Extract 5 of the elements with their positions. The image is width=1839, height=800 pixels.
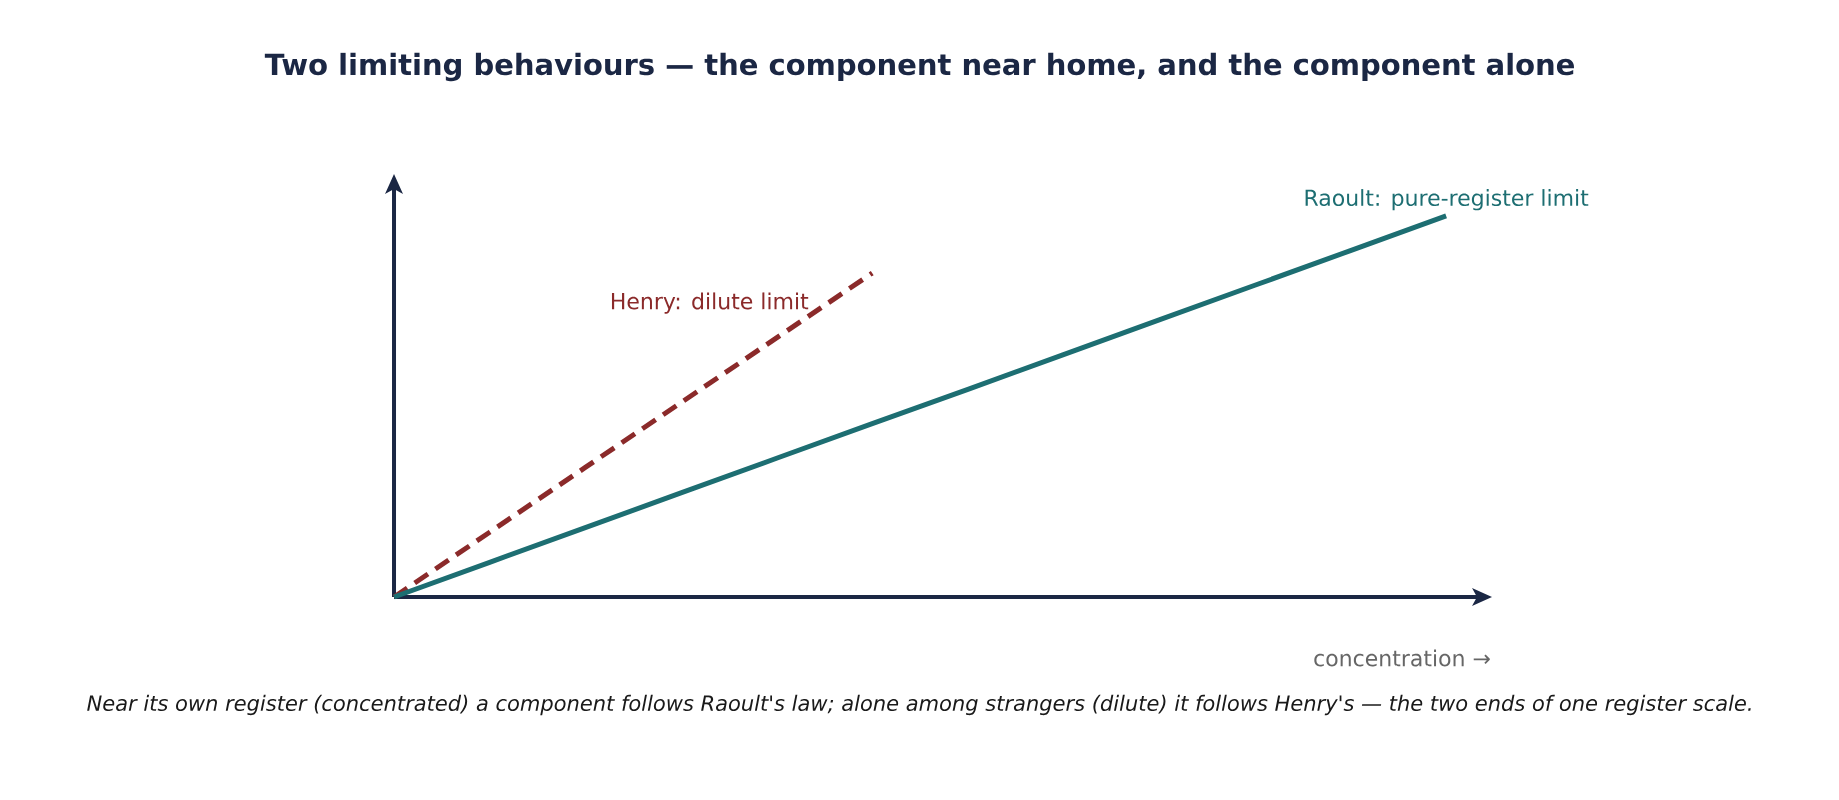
text: Near its own register (concentrated) a component follows Raoult's law; alone among strangers (dilute) it follows Henry's — the two ends of one register scale. <box>87 694 1751 716</box>
series-label: Henry: dilute limit <box>611 292 809 314</box>
x-axis-title: concentration → <box>1314 649 1490 667</box>
series-label: Raoult: pure-register limit <box>1305 189 1589 211</box>
chart-title: Two limiting behaviours — the component near home, and the component alone <box>264 52 1574 82</box>
